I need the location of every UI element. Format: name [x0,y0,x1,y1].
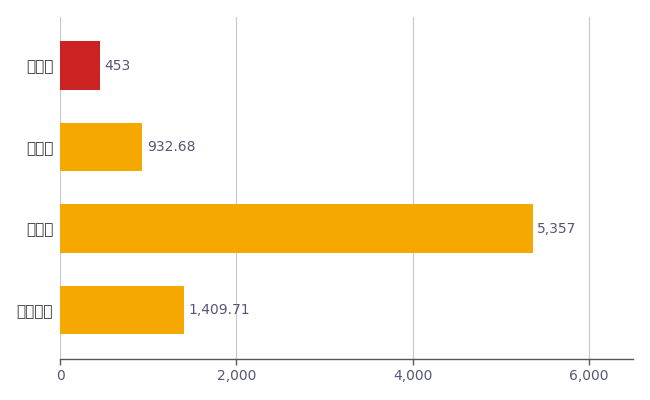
Bar [60,41,100,90]
Bar [60,204,532,253]
Text: 453: 453 [105,58,131,72]
Bar [60,286,185,334]
Text: 5,357: 5,357 [537,222,577,236]
Text: 932.68: 932.68 [147,140,195,154]
Bar [60,123,142,172]
Text: 1,409.71: 1,409.71 [189,303,250,317]
